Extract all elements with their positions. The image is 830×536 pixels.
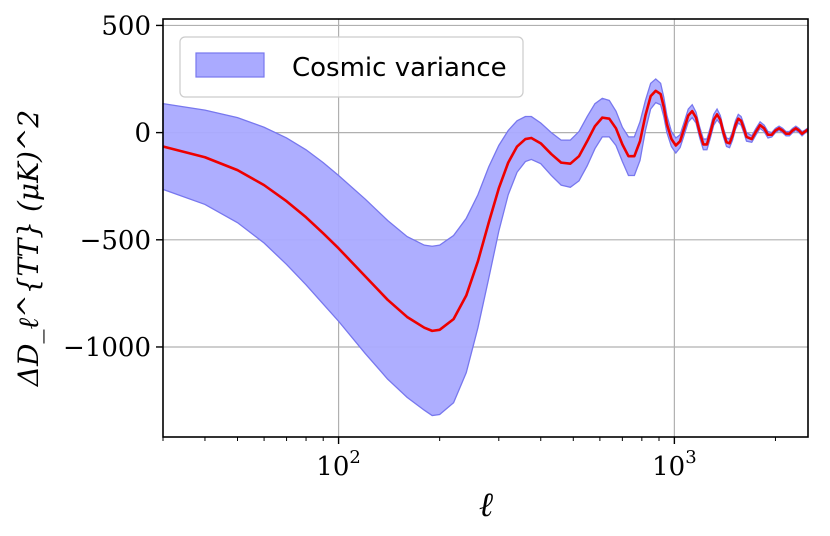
legend: Cosmic variance [179,36,524,98]
legend-frame [179,36,524,98]
x-axis-title: ℓ [479,485,493,525]
y-axis-title: ΔD_ℓ^{TT} (μK)^2 [12,110,45,387]
y-tick-label: −500 [80,226,151,256]
y-tick-label: 500 [101,11,151,41]
x-tick-label: 102 [316,447,361,482]
residual-line [162,89,809,333]
ticks-layer: 102 103 500 0 −500 −1000 [63,11,776,482]
x-tick-label: 103 [652,447,697,482]
legend-swatch-cosmic-variance [195,52,265,78]
y-tick-label: −1000 [63,333,151,363]
line-layer [162,89,809,333]
axes-layer [162,18,809,438]
legend-label-cosmic-variance: Cosmic variance [292,53,507,83]
axes-frame [162,18,809,438]
y-tick-label: 0 [134,119,151,149]
